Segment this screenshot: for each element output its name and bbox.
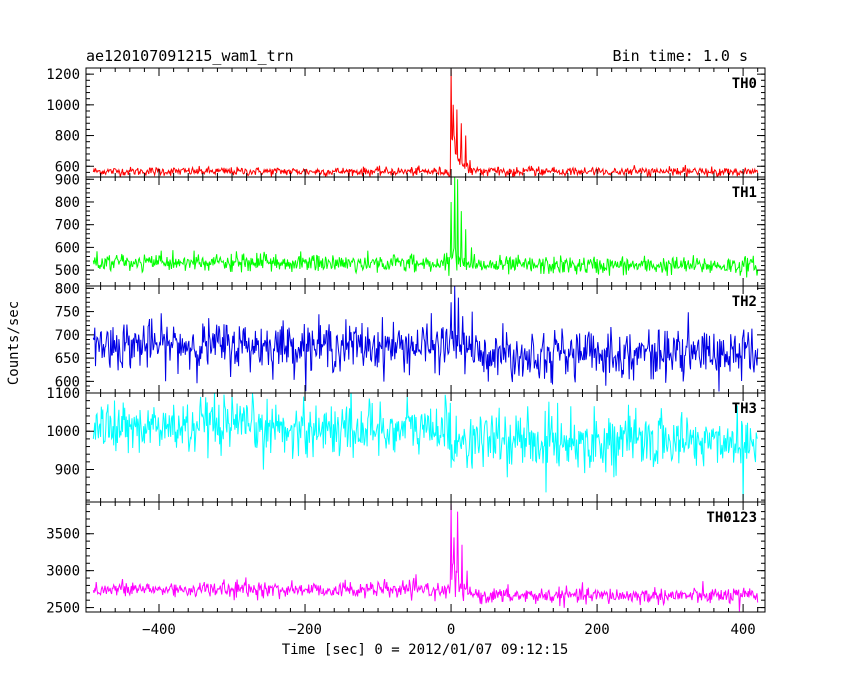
panel-frame — [85, 285, 766, 394]
bin-time-label: Bin time: 1.0 s — [613, 47, 748, 65]
x-tick-label: 0 — [447, 622, 455, 638]
y-tick-label: 700 — [55, 328, 80, 344]
y-tick-label: 900 — [55, 172, 80, 188]
y-tick-label: 700 — [55, 218, 80, 234]
y-tick-label: 500 — [55, 263, 80, 279]
x-tick-label: 400 — [730, 622, 755, 638]
y-tick-label: 3500 — [46, 527, 80, 543]
x-tick-label: −200 — [288, 622, 322, 638]
channel-label-th0: TH0 — [732, 76, 757, 92]
y-tick-label: 1200 — [46, 67, 80, 83]
y-tick-label: 1000 — [46, 424, 80, 440]
panel-frame — [85, 501, 766, 613]
x-tick-label: 200 — [584, 622, 609, 638]
y-axis-label: Counts/sec — [6, 301, 22, 385]
trace-th3 — [92, 393, 758, 501]
chart-title: ae120107091215_wam1_trn — [86, 47, 294, 65]
panel-stack: 600 800 1000 1200 TH0 500 600 700 800 900 TH1 600 65… — [46, 67, 766, 617]
trace-th0 — [92, 69, 759, 177]
y-tick-label: 600 — [55, 240, 80, 256]
trace-th2 — [92, 286, 759, 392]
panel-th3: 900 1000 1100 TH3 — [46, 386, 766, 503]
x-axis-label: Time [sec] 0 = 2012/01/07 09:12:15 — [282, 642, 569, 658]
y-tick-label: 900 — [55, 462, 80, 478]
trace-th1 — [92, 177, 759, 278]
channel-label-th2: TH2 — [732, 294, 757, 310]
y-tick-label: 600 — [55, 159, 80, 175]
y-tick-label: 650 — [55, 351, 80, 367]
panel-th0: 600 800 1000 1200 TH0 — [46, 67, 766, 178]
y-tick-label: 1100 — [46, 386, 80, 402]
y-tick-label: 800 — [55, 129, 80, 145]
y-tick-label: 1000 — [46, 98, 80, 114]
y-tick-label: 3000 — [46, 564, 80, 580]
x-axis-ticks: −400 −200 0 200 400 — [142, 622, 756, 638]
panel-th0123: 2500 3000 3500 TH0123 — [46, 501, 766, 617]
panel-th2: 600 650 700 750 800 TH2 — [55, 281, 766, 394]
channel-label-th0123: TH0123 — [706, 510, 757, 526]
panel-th1: 500 600 700 800 900 TH1 — [55, 172, 766, 287]
trace-th0123 — [92, 504, 759, 612]
channel-label-th3: TH3 — [732, 401, 757, 417]
y-tick-label: 750 — [55, 305, 80, 321]
y-tick-label: 800 — [55, 281, 80, 297]
y-tick-label: 600 — [55, 374, 80, 390]
x-tick-label: −400 — [142, 622, 176, 638]
channel-label-th1: TH1 — [732, 185, 757, 201]
y-tick-label: 800 — [55, 195, 80, 211]
y-tick-label: 2500 — [46, 601, 80, 617]
panel-frame — [85, 67, 766, 178]
